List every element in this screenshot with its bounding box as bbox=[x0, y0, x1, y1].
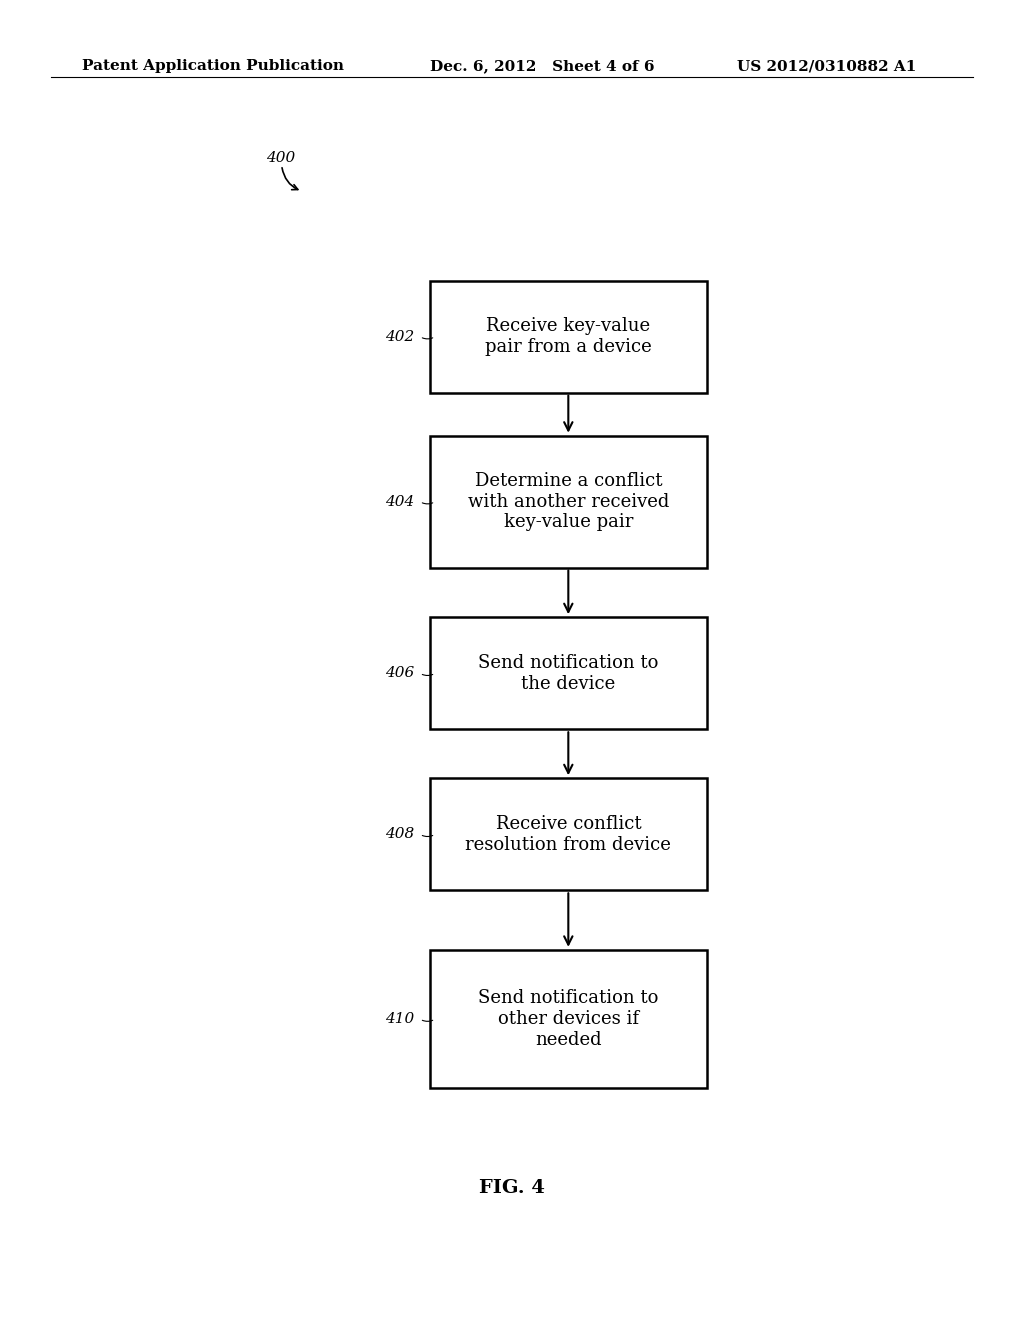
Text: 410: 410 bbox=[385, 1012, 415, 1026]
FancyBboxPatch shape bbox=[430, 950, 707, 1088]
Text: Send notification to
other devices if
needed: Send notification to other devices if ne… bbox=[478, 989, 658, 1049]
FancyBboxPatch shape bbox=[430, 281, 707, 393]
Text: FIG. 4: FIG. 4 bbox=[479, 1179, 545, 1197]
Text: Send notification to
the device: Send notification to the device bbox=[478, 653, 658, 693]
Text: 406: 406 bbox=[385, 667, 415, 680]
Text: Patent Application Publication: Patent Application Publication bbox=[82, 59, 344, 74]
Text: Dec. 6, 2012   Sheet 4 of 6: Dec. 6, 2012 Sheet 4 of 6 bbox=[430, 59, 654, 74]
Text: 400: 400 bbox=[266, 152, 296, 165]
FancyBboxPatch shape bbox=[430, 436, 707, 568]
FancyBboxPatch shape bbox=[430, 777, 707, 890]
Text: Receive key-value
pair from a device: Receive key-value pair from a device bbox=[485, 317, 651, 356]
Text: 402: 402 bbox=[385, 330, 415, 343]
FancyBboxPatch shape bbox=[430, 618, 707, 729]
Text: 408: 408 bbox=[385, 828, 415, 841]
Text: 404: 404 bbox=[385, 495, 415, 508]
Text: US 2012/0310882 A1: US 2012/0310882 A1 bbox=[737, 59, 916, 74]
Text: Determine a conflict
with another received
key-value pair: Determine a conflict with another receiv… bbox=[468, 471, 669, 532]
Text: Receive conflict
resolution from device: Receive conflict resolution from device bbox=[465, 814, 672, 854]
